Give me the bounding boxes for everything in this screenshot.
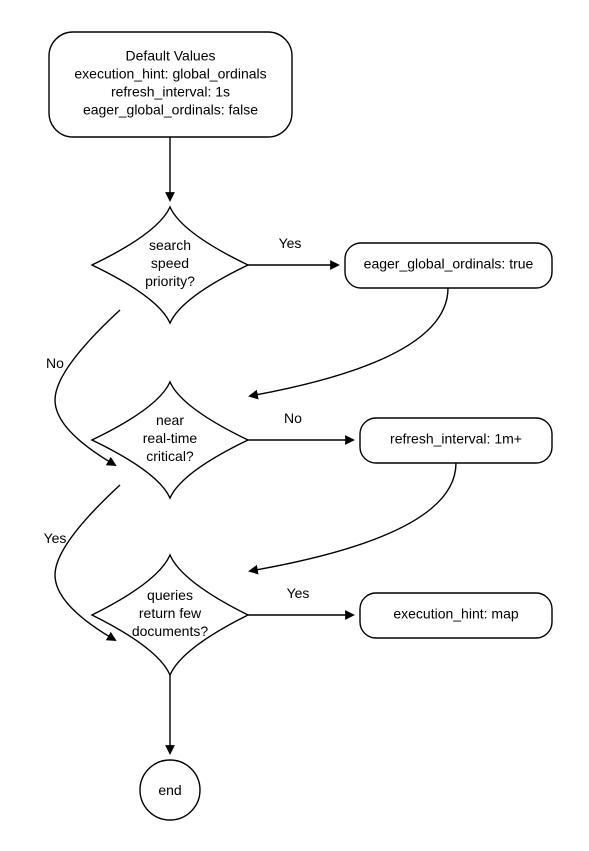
edge-e6: [250, 463, 456, 571]
edge-e7-label: Yes: [287, 585, 310, 601]
node-d1: search speed priority?: [92, 207, 248, 323]
node-a3-line: execution_hint: map: [393, 606, 519, 622]
node-d3: queries return few documents?: [92, 555, 248, 675]
node-d3-line: queries: [147, 587, 193, 603]
edge-e5-label: Yes: [44, 530, 67, 546]
node-a3: execution_hint: map: [360, 593, 552, 638]
node-d2-line: near: [156, 412, 184, 428]
node-end: end: [140, 760, 200, 820]
node-start-line: refresh_interval: 1s: [111, 84, 230, 100]
node-d2-line: real-time: [143, 430, 198, 446]
node-d3-line: return few: [139, 605, 202, 621]
nodes: Default Values execution_hint: global_ord…: [49, 32, 552, 820]
node-start: Default Values execution_hint: global_ord…: [49, 32, 292, 137]
edge-e1-label: Yes: [279, 235, 302, 251]
node-d2-line: critical?: [146, 448, 194, 464]
node-start-line: Default Values: [125, 48, 215, 64]
flowchart: Yes No No Yes Yes Default Values execution_hi…: [0, 0, 589, 851]
edge-e2-label: No: [46, 355, 64, 371]
node-a1: eager_global_ordinals: true: [345, 243, 552, 288]
node-d2: near real-time critical?: [92, 382, 248, 498]
node-start-line: execution_hint: global_ordinals: [74, 66, 266, 82]
node-d1-line: search: [149, 237, 191, 253]
edge-e2: [55, 310, 120, 400]
node-d1-line: priority?: [145, 273, 195, 289]
node-d1-line: speed: [151, 255, 189, 271]
node-a2: refresh_interval: 1m+: [360, 418, 552, 463]
edge-e3: [250, 288, 448, 396]
node-d3-line: documents?: [132, 623, 208, 639]
node-start-line: eager_global_ordinals: false: [83, 102, 258, 118]
node-end-line: end: [158, 782, 181, 798]
edge-e4-label: No: [284, 410, 302, 426]
node-a1-line: eager_global_ordinals: true: [364, 256, 534, 272]
node-a2-line: refresh_interval: 1m+: [390, 431, 522, 447]
